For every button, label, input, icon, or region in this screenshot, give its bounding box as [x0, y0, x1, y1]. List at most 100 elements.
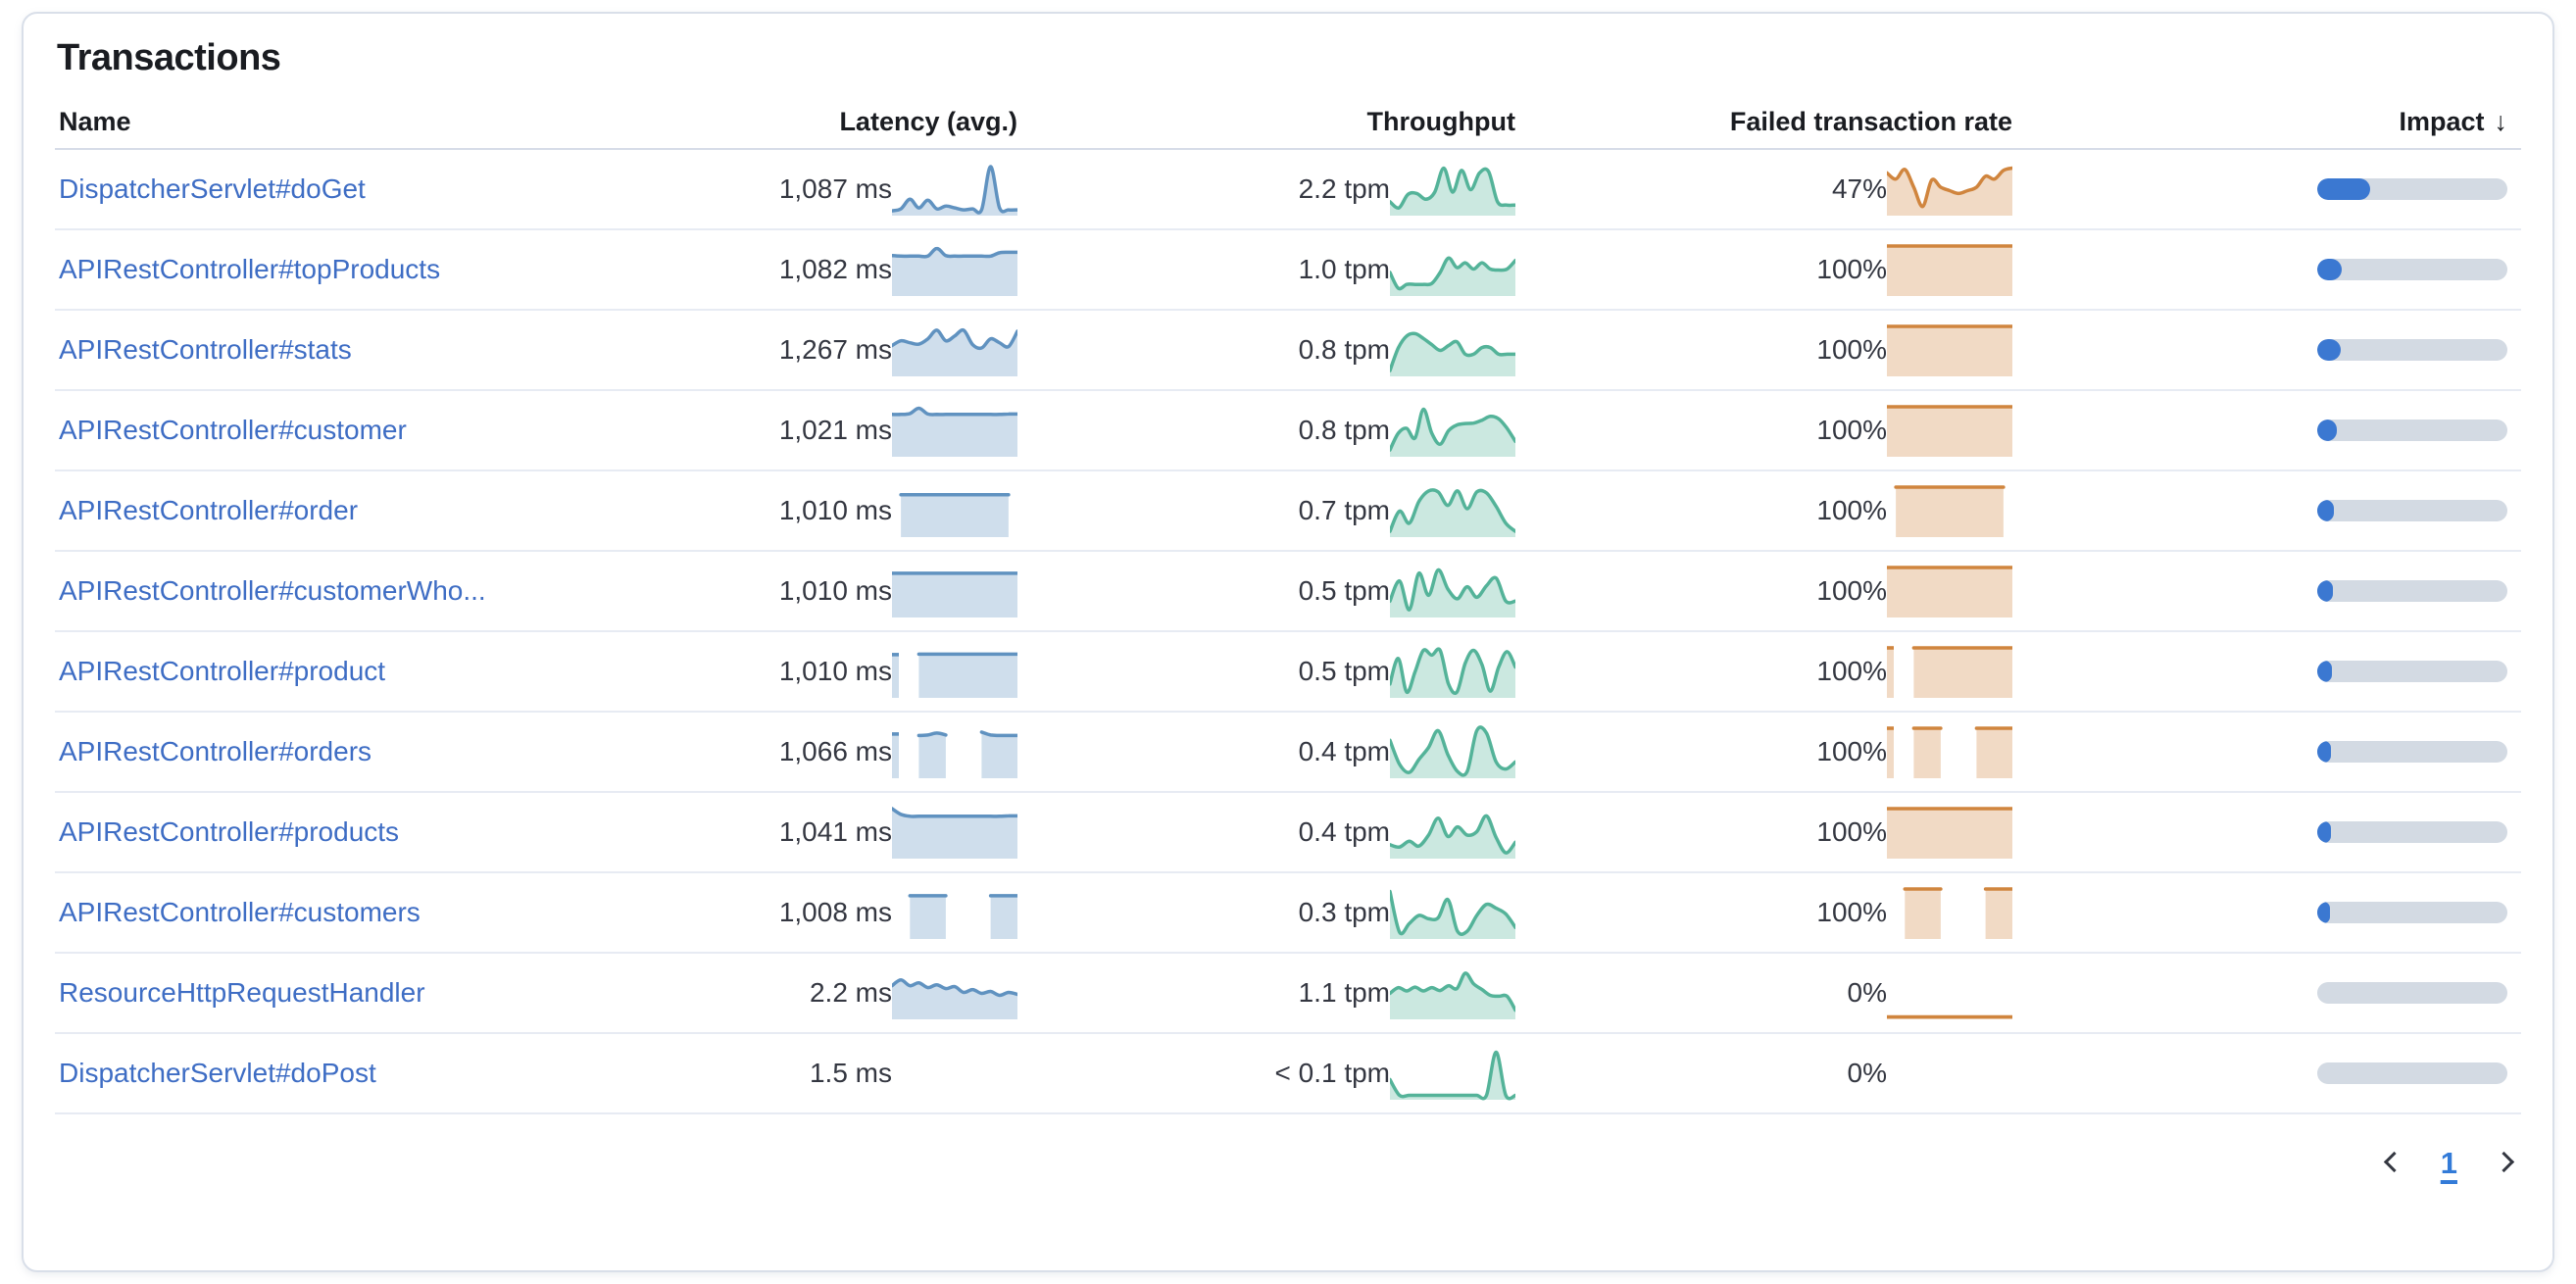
- table-body: DispatcherServlet#doGet 1,087 ms 2.2 tpm 47…: [55, 150, 2521, 1114]
- failed-rate-value-cell: 0%: [1515, 1046, 2012, 1101]
- transaction-name-link[interactable]: APIRestController#product: [59, 656, 386, 686]
- impact-bar-fill: [2317, 259, 2343, 280]
- transaction-name-link[interactable]: APIRestController#products: [59, 816, 400, 847]
- impact-bar: [2317, 339, 2507, 361]
- failed-rate-value-cell: 100%: [1515, 644, 2014, 699]
- latency-value-cell: 1,082 ms: [596, 242, 1019, 297]
- transaction-name-link[interactable]: APIRestController#stats: [59, 334, 352, 365]
- transaction-name-link[interactable]: APIRestController#customers: [59, 897, 421, 927]
- impact-cell: [2012, 1062, 2521, 1084]
- impact-bar-fill: [2317, 339, 2342, 361]
- impact-bar-fill: [2317, 178, 2371, 200]
- impact-bar: [2317, 661, 2507, 682]
- name-cell: APIRestController#customerWho...: [55, 575, 596, 607]
- transaction-name-link[interactable]: DispatcherServlet#doPost: [59, 1058, 376, 1088]
- throughput-value-cell: 0.8 tpm: [1017, 403, 1517, 458]
- impact-bar: [2317, 821, 2507, 843]
- pagination-page-1-button[interactable]: 1: [2440, 1146, 2457, 1180]
- throughput-value-cell: < 0.1 tpm: [1017, 1046, 1517, 1101]
- transaction-name-link[interactable]: APIRestController#orders: [59, 736, 372, 766]
- throughput-value-cell: 0.5 tpm: [1017, 564, 1517, 618]
- pagination-previous-button[interactable]: [2383, 1151, 2404, 1173]
- failed-rate-value-cell: 100%: [1515, 403, 2014, 458]
- latency-value: 1,008 ms: [778, 897, 892, 927]
- latency-value: 1,041 ms: [778, 816, 892, 847]
- name-cell: APIRestController#customers: [55, 897, 596, 928]
- failed-rate-value: 100%: [1816, 254, 1887, 284]
- failed-rate-sparkline: [1885, 162, 2014, 217]
- failed-rate-value-cell: 100%: [1515, 724, 2014, 779]
- name-cell: APIRestController#customer: [55, 415, 596, 446]
- latency-value-cell: 1.5 ms: [596, 1046, 1017, 1101]
- impact-cell: [2012, 741, 2521, 763]
- pagination-next-button[interactable]: [2493, 1151, 2515, 1173]
- column-header-impact[interactable]: Impact ↓: [2012, 107, 2521, 137]
- latency-value-cell: 1,021 ms: [596, 403, 1019, 458]
- throughput-value: 2.2 tpm: [1298, 173, 1390, 204]
- name-cell: APIRestController#product: [55, 656, 596, 687]
- chevron-right-icon: [2493, 1151, 2515, 1173]
- latency-value-cell: 1,010 ms: [596, 644, 1019, 699]
- latency-sparkline: [890, 564, 1019, 618]
- panel-title: Transactions: [57, 37, 281, 78]
- column-header-name[interactable]: Name: [55, 107, 596, 137]
- latency-value-cell: 1,010 ms: [596, 564, 1019, 618]
- impact-bar-fill: [2317, 902, 2330, 923]
- failed-rate-sparkline: [1885, 965, 2014, 1020]
- throughput-value-cell: 0.4 tpm: [1017, 805, 1517, 860]
- impact-cell: [2012, 580, 2521, 602]
- throughput-value: 0.8 tpm: [1298, 334, 1390, 365]
- impact-bar-fill: [2317, 661, 2332, 682]
- failed-rate-value: 100%: [1816, 816, 1887, 847]
- latency-sparkline: [892, 885, 1019, 940]
- transaction-name-link[interactable]: APIRestController#order: [59, 495, 359, 525]
- impact-bar: [2317, 1062, 2507, 1084]
- failed-rate-value: 100%: [1816, 736, 1887, 766]
- throughput-value-cell: 0.5 tpm: [1017, 644, 1517, 699]
- latency-sparkline: [890, 965, 1019, 1020]
- latency-value: 1.5 ms: [809, 1058, 892, 1088]
- throughput-value: 1.0 tpm: [1298, 254, 1390, 284]
- failed-rate-value-cell: 100%: [1515, 483, 2012, 538]
- transaction-name-link[interactable]: DispatcherServlet#doGet: [59, 173, 366, 204]
- latency-value: 1,010 ms: [778, 495, 892, 525]
- name-cell: ResourceHttpRequestHandler: [55, 977, 596, 1009]
- latency-value-cell: 1,087 ms: [596, 162, 1019, 217]
- throughput-sparkline: [1388, 162, 1517, 217]
- sort-descending-icon: ↓: [2494, 106, 2508, 136]
- latency-value-cell: 1,008 ms: [596, 885, 1019, 940]
- column-header-failed-rate[interactable]: Failed transaction rate: [1515, 107, 2012, 137]
- latency-value-cell: 1,010 ms: [596, 483, 1017, 538]
- throughput-sparkline: [1388, 564, 1517, 618]
- failed-rate-value: 47%: [1831, 173, 1887, 204]
- throughput-value: 0.4 tpm: [1298, 816, 1390, 847]
- latency-value-cell: 1,066 ms: [596, 724, 1019, 779]
- column-header-latency[interactable]: Latency (avg.): [596, 107, 1017, 137]
- transactions-table: Name Latency (avg.) Throughput Failed tr…: [55, 95, 2521, 1114]
- throughput-value-cell: 2.2 tpm: [1017, 162, 1517, 217]
- latency-value: 1,066 ms: [778, 736, 892, 766]
- latency-value-cell: 2.2 ms: [596, 965, 1019, 1020]
- latency-value: 1,087 ms: [778, 173, 892, 204]
- impact-bar: [2317, 902, 2507, 923]
- impact-bar: [2317, 741, 2507, 763]
- throughput-sparkline: [1388, 885, 1517, 940]
- latency-value: 1,021 ms: [778, 415, 892, 445]
- impact-bar-fill: [2317, 500, 2335, 521]
- impact-cell: [2012, 821, 2521, 843]
- latency-value-cell: 1,267 ms: [596, 322, 1019, 377]
- latency-sparkline: [890, 162, 1019, 217]
- transactions-panel: Transactions Name Latency (avg.) Through…: [22, 12, 2554, 1272]
- transaction-name-link[interactable]: APIRestController#topProducts: [59, 254, 441, 284]
- impact-cell: [2012, 500, 2521, 521]
- transaction-name-link[interactable]: ResourceHttpRequestHandler: [59, 977, 425, 1008]
- transaction-name-link[interactable]: APIRestController#customer: [59, 415, 407, 445]
- latency-sparkline: [892, 1046, 1017, 1101]
- failed-rate-value-cell: 0%: [1515, 965, 2014, 1020]
- throughput-value-cell: 0.7 tpm: [1017, 483, 1517, 538]
- table-row: ResourceHttpRequestHandler 2.2 ms 1.1 tpm 0…: [55, 954, 2521, 1034]
- column-header-throughput[interactable]: Throughput: [1017, 107, 1515, 137]
- throughput-value: 0.3 tpm: [1298, 897, 1390, 927]
- latency-value: 1,082 ms: [778, 254, 892, 284]
- transaction-name-link[interactable]: APIRestController#customerWho...: [59, 575, 486, 606]
